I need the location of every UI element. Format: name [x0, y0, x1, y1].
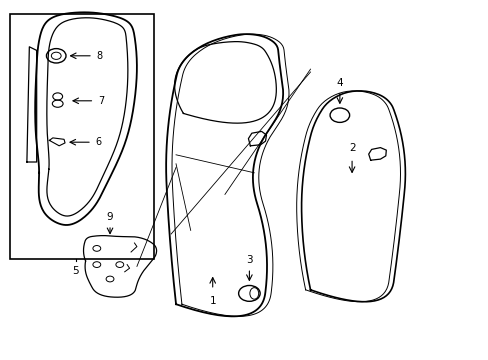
Text: 8: 8: [97, 51, 103, 61]
Text: 9: 9: [106, 212, 113, 222]
Bar: [10, 14, 154, 259]
Text: 6: 6: [96, 137, 102, 147]
Text: 7: 7: [98, 96, 104, 106]
Text: 1: 1: [209, 296, 216, 306]
Text: 2: 2: [348, 143, 355, 153]
Text: 5: 5: [72, 266, 79, 276]
Text: 3: 3: [245, 255, 252, 265]
Text: 4: 4: [336, 78, 343, 88]
